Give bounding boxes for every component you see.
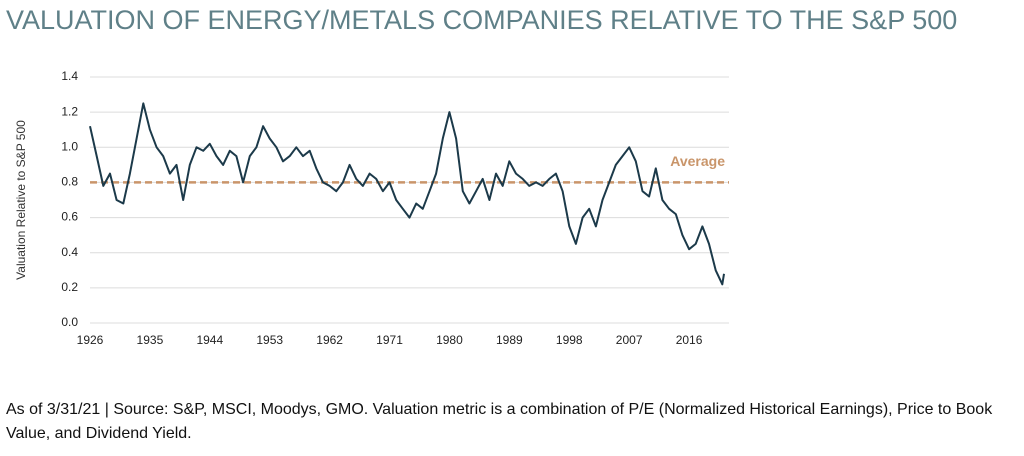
x-tick-label: 2016 [676, 333, 703, 347]
x-tick-label: 1935 [137, 333, 164, 347]
average-label: Average [670, 153, 725, 169]
x-tick-label: 1971 [376, 333, 403, 347]
y-tick-label: 0.8 [61, 175, 78, 189]
y-tick-label: 1.2 [61, 104, 78, 118]
y-tick-label: 1.0 [61, 139, 78, 153]
x-tick-label: 2007 [616, 333, 643, 347]
chart-title: VALUATION OF ENERGY/METALS COMPANIES REL… [6, 5, 957, 35]
x-tick-label: 1944 [196, 333, 223, 347]
x-tick-label: 1998 [556, 333, 583, 347]
x-tick-label: 1962 [316, 333, 343, 347]
y-axis-label: Valuation Relative to S&P 500 [14, 120, 28, 280]
y-tick-label: 0.2 [61, 280, 78, 294]
note: As of 3/31/21 | Source: S&P, MSCI, Moody… [6, 401, 993, 442]
y-tick-label: 0.0 [61, 315, 78, 329]
data-line [89, 102, 725, 286]
x-tick-label: 1980 [436, 333, 463, 347]
note-box: As of 3/31/21 | Source: S&P, MSCI, Moody… [6, 401, 993, 442]
x-tick-label: 1953 [256, 333, 283, 347]
y-tick-label: 1.4 [61, 69, 78, 83]
y-tick-label: 0.4 [61, 245, 78, 259]
y-tick-label: 0.6 [61, 210, 78, 224]
x-tick-label: 1989 [496, 333, 523, 347]
x-tick-label: 1926 [77, 333, 104, 347]
